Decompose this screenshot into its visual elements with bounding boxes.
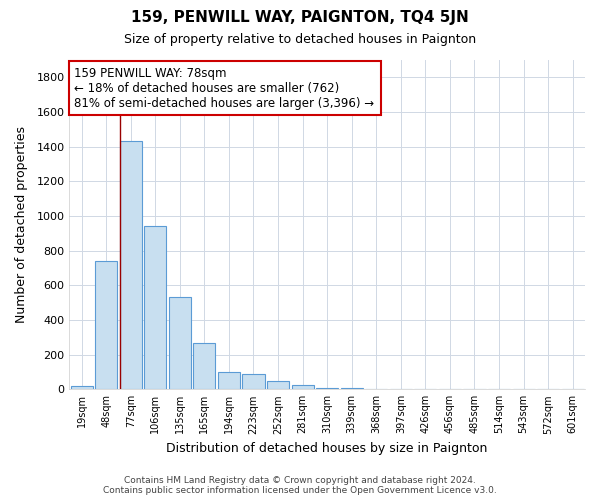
X-axis label: Distribution of detached houses by size in Paignton: Distribution of detached houses by size … — [166, 442, 488, 455]
Text: Contains HM Land Registry data © Crown copyright and database right 2024.
Contai: Contains HM Land Registry data © Crown c… — [103, 476, 497, 495]
Bar — [341, 388, 363, 390]
Y-axis label: Number of detached properties: Number of detached properties — [15, 126, 28, 323]
Text: 159 PENWILL WAY: 78sqm
← 18% of detached houses are smaller (762)
81% of semi-de: 159 PENWILL WAY: 78sqm ← 18% of detached… — [74, 66, 374, 110]
Bar — [95, 261, 117, 390]
Text: 159, PENWILL WAY, PAIGNTON, TQ4 5JN: 159, PENWILL WAY, PAIGNTON, TQ4 5JN — [131, 10, 469, 25]
Bar — [292, 385, 314, 390]
Bar — [267, 380, 289, 390]
Bar — [218, 372, 240, 390]
Bar — [316, 388, 338, 390]
Text: Size of property relative to detached houses in Paignton: Size of property relative to detached ho… — [124, 32, 476, 46]
Bar — [71, 386, 92, 390]
Bar — [119, 142, 142, 390]
Bar — [144, 226, 166, 390]
Bar — [242, 374, 265, 390]
Bar — [193, 342, 215, 390]
Bar — [169, 298, 191, 390]
